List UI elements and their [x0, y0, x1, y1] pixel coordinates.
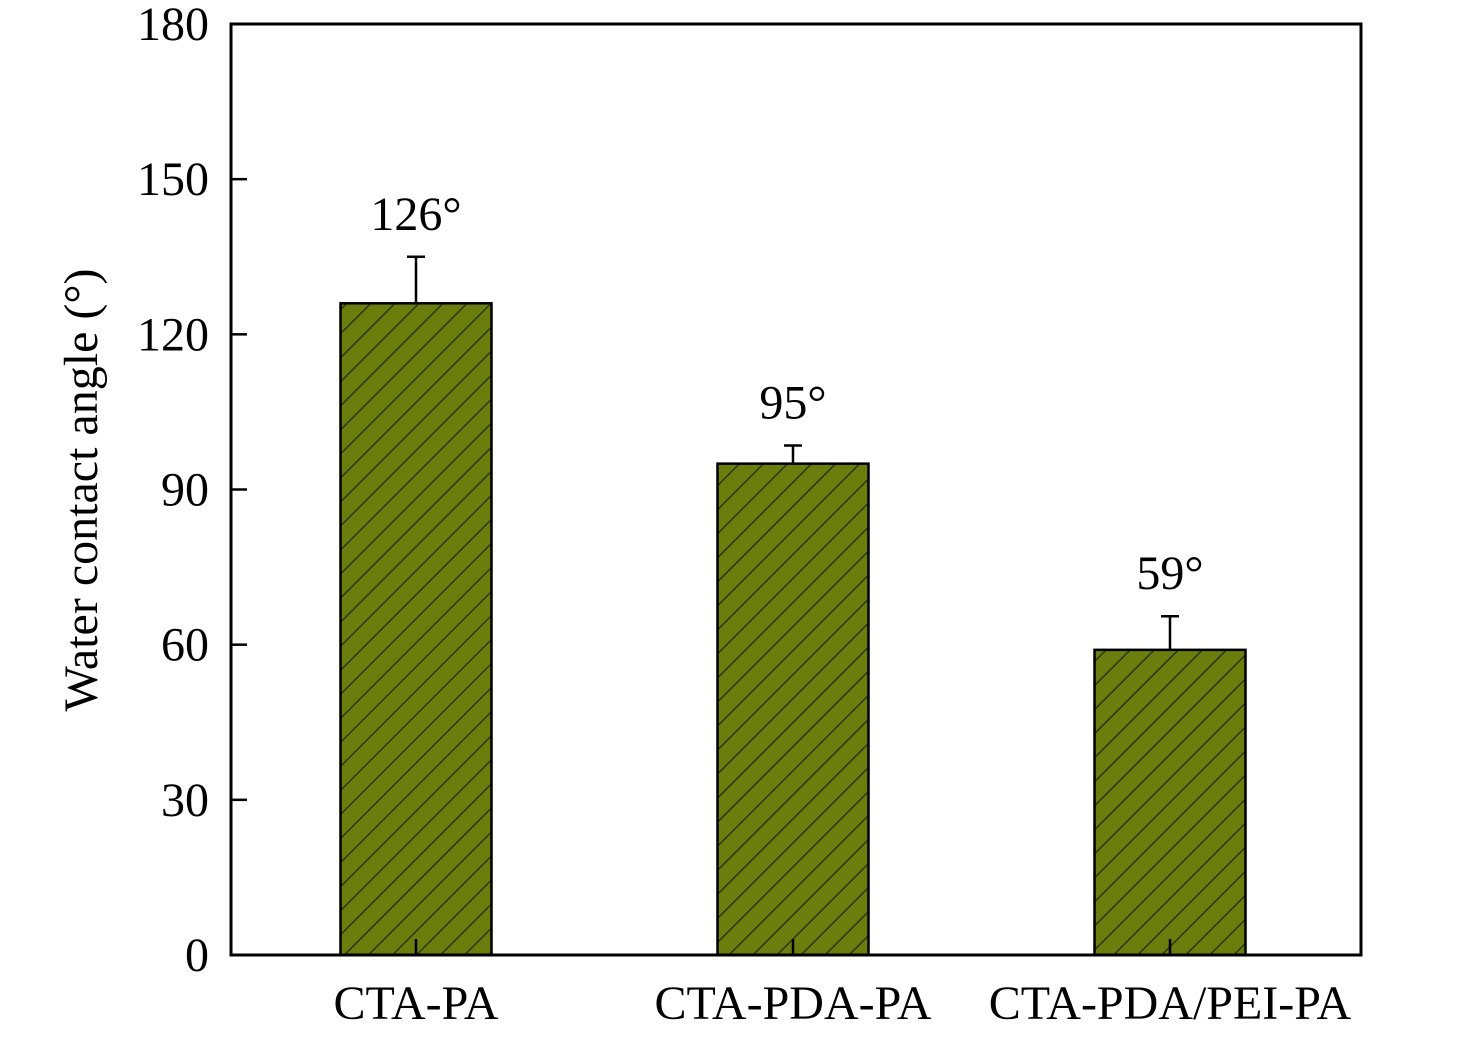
x-tick-label-3: CTA-PDA/PEI-PA [989, 977, 1352, 1030]
y-tick-label-120: 120 [137, 308, 209, 361]
data-label-2: 95° [759, 377, 826, 430]
y-tick-label-180: 180 [137, 0, 209, 51]
bar-1 [339, 302, 493, 957]
y-tick-label-30: 30 [161, 774, 209, 827]
y-tick-label-150: 150 [137, 153, 209, 206]
data-label-1: 126° [370, 188, 461, 241]
bar-2 [716, 462, 870, 957]
bars-layer [339, 255, 1247, 957]
y-tick-label-0: 0 [185, 929, 209, 982]
x-tick-label-1: CTA-PA [333, 977, 498, 1030]
axes-layer [229, 22, 1363, 957]
bar-3 [1093, 648, 1247, 957]
x-tick-label-2: CTA-PDA-PA [654, 977, 931, 1030]
y-axis-label: Water contact angle (°) [55, 268, 108, 711]
y-tick-label-90: 90 [161, 464, 209, 517]
text-layer: 126° CTA-PA 95° CTA-PDA-PA 59° CTA-PDA/PEI-PA… [55, 0, 1352, 1030]
data-label-3: 59° [1136, 547, 1203, 600]
y-tick-label-60: 60 [161, 619, 209, 672]
